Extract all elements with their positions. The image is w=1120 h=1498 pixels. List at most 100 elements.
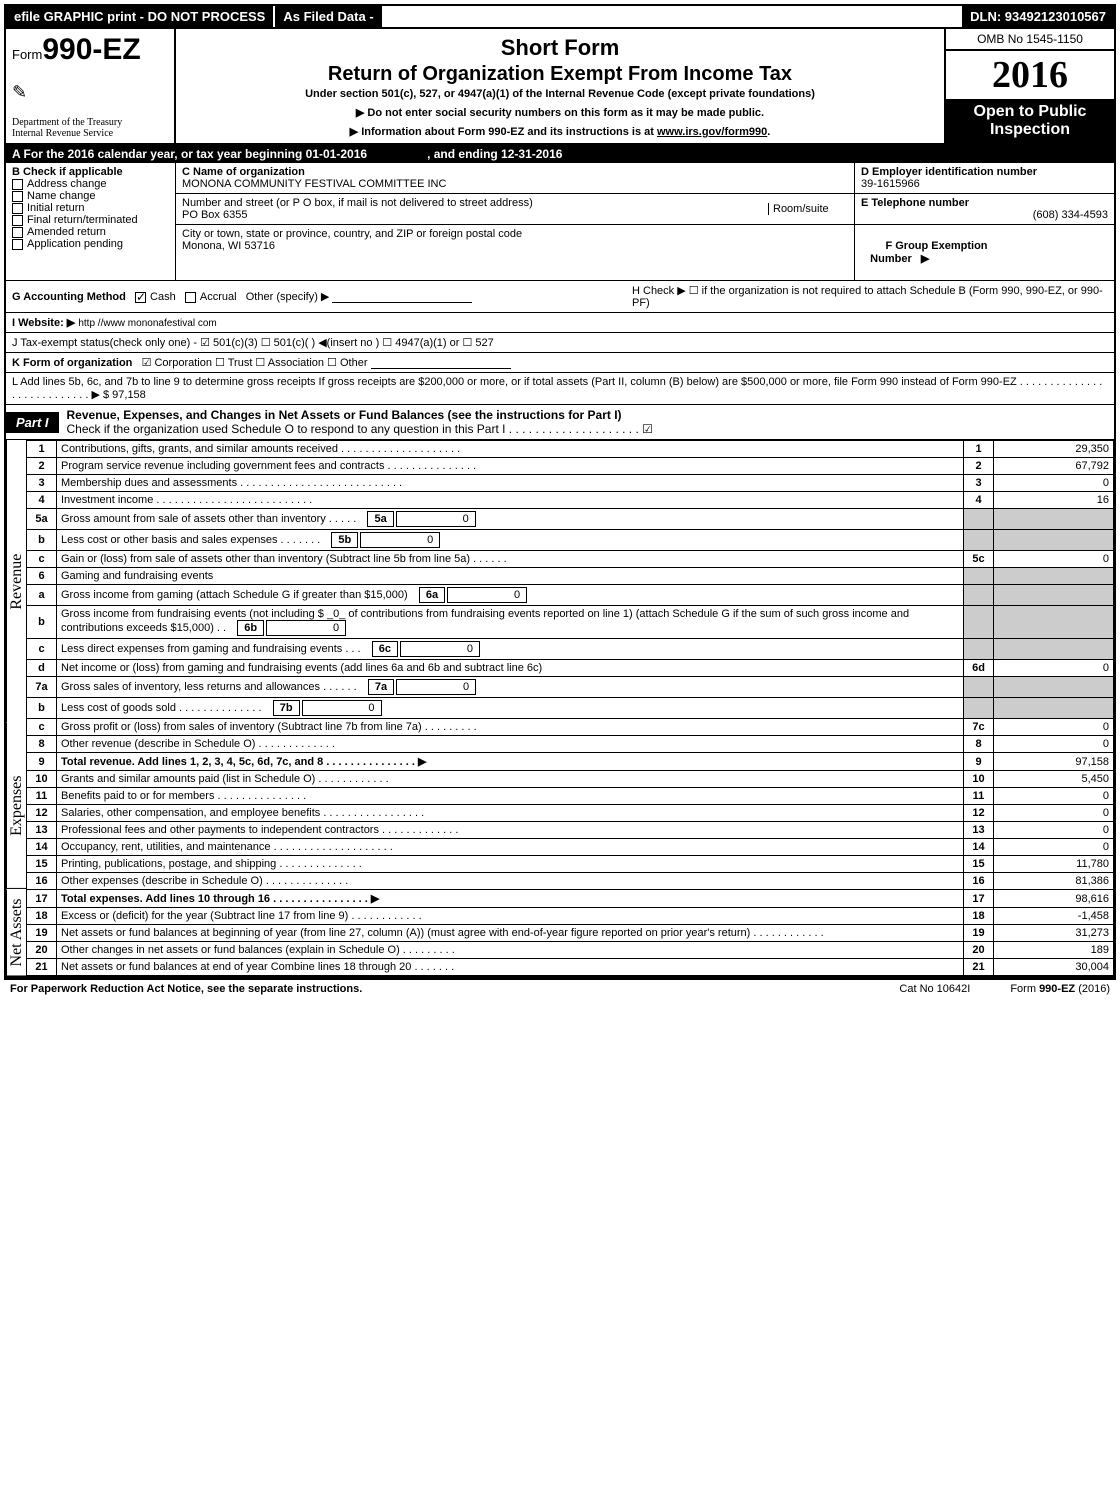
part-1-title: Revenue, Expenses, and Changes in Net As… — [59, 405, 661, 439]
line-k-opts: ☑ Corporation ☐ Trust ☐ Association ☐ Ot… — [142, 357, 368, 369]
vertical-labels: Revenue Expenses Net Assets — [6, 440, 26, 976]
row-6: 6Gaming and fundraising events — [27, 568, 1114, 585]
row-15: 15Printing, publications, postage, and s… — [27, 856, 1114, 873]
row-6a: aGross income from gaming (attach Schedu… — [27, 585, 1114, 606]
efile-icon: ✎ — [12, 82, 168, 103]
chk-address-change[interactable] — [12, 179, 23, 190]
row-5c: cGain or (loss) from sale of assets othe… — [27, 551, 1114, 568]
box-e: E Telephone number (608) 334-4593 — [855, 194, 1114, 225]
header-right: OMB No 1545-1150 2016 Open to Public Ins… — [944, 29, 1114, 143]
subtitle: Under section 501(c), 527, or 4947(a)(1)… — [184, 88, 936, 100]
row-21: 21Net assets or fund balances at end of … — [27, 959, 1114, 976]
lbl-accrual: Accrual — [200, 291, 237, 303]
org-name: MONONA COMMUNITY FESTIVAL COMMITTEE INC — [182, 178, 446, 190]
city-value: Monona, WI 53716 — [182, 240, 275, 252]
row-20: 20Other changes in net assets or fund ba… — [27, 942, 1114, 959]
row-8: 8Other revenue (describe in Schedule O) … — [27, 736, 1114, 753]
lbl-address-change: Address change — [27, 178, 107, 190]
street-value: PO Box 6355 — [182, 209, 247, 221]
part-1-table: 1Contributions, gifts, grants, and simil… — [26, 440, 1114, 976]
header-left: Form990-EZ ✎ Department of the Treasury … — [6, 29, 176, 143]
part-1-check: Check if the organization used Schedule … — [67, 422, 653, 436]
efile-mid: As Filed Data - — [273, 6, 381, 27]
street-cell: Number and street (or P O box, if mail i… — [176, 194, 854, 225]
lbl-name-change: Name change — [27, 190, 96, 202]
header-mid: Short Form Return of Organization Exempt… — [176, 29, 944, 143]
other-org-input[interactable] — [371, 357, 511, 369]
box-c-label: C Name of organization — [182, 166, 305, 178]
chk-name-change[interactable] — [12, 191, 23, 202]
row-5a: 5aGross amount from sale of assets other… — [27, 509, 1114, 530]
lbl-initial-return: Initial return — [27, 202, 84, 214]
box-c: C Name of organization MONONA COMMUNITY … — [176, 163, 854, 280]
room-suite: Room/suite — [768, 203, 848, 215]
page-footer: For Paperwork Reduction Act Notice, see … — [4, 978, 1116, 998]
line-a-text: A For the 2016 calendar year, or tax yea… — [12, 147, 367, 161]
section-bcdef: B Check if applicable Address change Nam… — [6, 163, 1114, 281]
line-k: K Form of organization ☑ Corporation ☐ T… — [6, 353, 1114, 373]
part-1-header: Part I Revenue, Expenses, and Changes in… — [6, 404, 1114, 440]
form-container: efile GRAPHIC print - DO NOT PROCESS As … — [4, 4, 1116, 978]
vlabel-revenue: Revenue — [6, 440, 26, 723]
row-5b: bLess cost or other basis and sales expe… — [27, 530, 1114, 551]
row-19: 19Net assets or fund balances at beginni… — [27, 925, 1114, 942]
dln: DLN: 93492123010567 — [962, 6, 1114, 27]
city-cell: City or town, state or province, country… — [176, 225, 854, 255]
row-12: 12Salaries, other compensation, and empl… — [27, 805, 1114, 822]
row-6c: cLess direct expenses from gaming and fu… — [27, 639, 1114, 660]
street-label: Number and street (or P O box, if mail i… — [182, 197, 533, 209]
box-f-label: F Group Exemption Number ▶ — [861, 240, 988, 265]
cat-no: Cat No 10642I — [899, 983, 970, 995]
row-9: 9Total revenue. Add lines 1, 2, 3, 4, 5c… — [27, 753, 1114, 771]
box-b: B Check if applicable Address change Nam… — [6, 163, 176, 280]
arrow-line-2: ▶ Information about Form 990-EZ and its … — [184, 125, 936, 138]
efile-topbar: efile GRAPHIC print - DO NOT PROCESS As … — [6, 6, 1114, 29]
line-j: J Tax-exempt status(check only one) - ☑ … — [6, 333, 1114, 353]
treasury-dept: Department of the Treasury Internal Reve… — [12, 117, 168, 139]
open-public: Open to Public — [974, 103, 1087, 120]
box-e-label: E Telephone number — [861, 197, 969, 209]
title-short-form: Short Form — [184, 35, 936, 61]
line-g: G Accounting Method Cash Accrual Other (… — [12, 290, 632, 303]
row-6b: bGross income from fundraising events (n… — [27, 606, 1114, 639]
row-17: 17Total expenses. Add lines 10 through 1… — [27, 890, 1114, 908]
chk-amended[interactable] — [12, 227, 23, 238]
lbl-other: Other (specify) ▶ — [246, 291, 330, 303]
vlabel-expenses: Expenses — [6, 723, 26, 889]
line-i-label: I Website: ▶ — [12, 317, 75, 329]
row-10: 10Grants and similar amounts paid (list … — [27, 771, 1114, 788]
box-f: F Group Exemption Number ▶ — [855, 225, 1114, 280]
website-link[interactable]: http //www mononafestival com — [78, 318, 216, 329]
part-1-title-text: Revenue, Expenses, and Changes in Net As… — [67, 408, 622, 422]
lbl-cash: Cash — [150, 291, 176, 303]
row-7b: bLess cost of goods sold . . . . . . . .… — [27, 698, 1114, 719]
city-label: City or town, state or province, country… — [182, 228, 522, 240]
irs-link[interactable]: www.irs.gov/form990 — [657, 126, 767, 138]
spacer — [390, 6, 962, 27]
line-g-label: G Accounting Method — [12, 291, 126, 303]
row-13: 13Professional fees and other payments t… — [27, 822, 1114, 839]
box-b-title: B Check if applicable — [12, 166, 123, 178]
line-i: I Website: ▶ http //www mononafestival c… — [6, 313, 1114, 333]
chk-initial-return[interactable] — [12, 203, 23, 214]
org-name-cell: C Name of organization MONONA COMMUNITY … — [176, 163, 854, 194]
chk-accrual[interactable] — [185, 292, 196, 303]
line-k-label: K Form of organization — [12, 357, 132, 369]
chk-app-pending[interactable] — [12, 239, 23, 250]
inspection: Inspection — [990, 121, 1070, 138]
row-1: 1Contributions, gifts, grants, and simil… — [27, 441, 1114, 458]
chk-cash[interactable] — [135, 292, 146, 303]
lbl-app-pending: Application pending — [27, 238, 123, 250]
other-specify-input[interactable] — [332, 291, 472, 303]
lbl-final-return: Final return/terminated — [27, 214, 138, 226]
box-d-label: D Employer identification number — [861, 166, 1037, 178]
row-7c: cGross profit or (loss) from sales of in… — [27, 719, 1114, 736]
paperwork-notice: For Paperwork Reduction Act Notice, see … — [10, 983, 899, 995]
row-2: 2Program service revenue including gover… — [27, 458, 1114, 475]
title-return: Return of Organization Exempt From Incom… — [184, 63, 936, 86]
row-14: 14Occupancy, rent, utilities, and mainte… — [27, 839, 1114, 856]
omb-number: OMB No 1545-1150 — [946, 29, 1114, 51]
row-11: 11Benefits paid to or for members . . . … — [27, 788, 1114, 805]
chk-final-return[interactable] — [12, 215, 23, 226]
form-number: Form990-EZ — [12, 33, 168, 67]
